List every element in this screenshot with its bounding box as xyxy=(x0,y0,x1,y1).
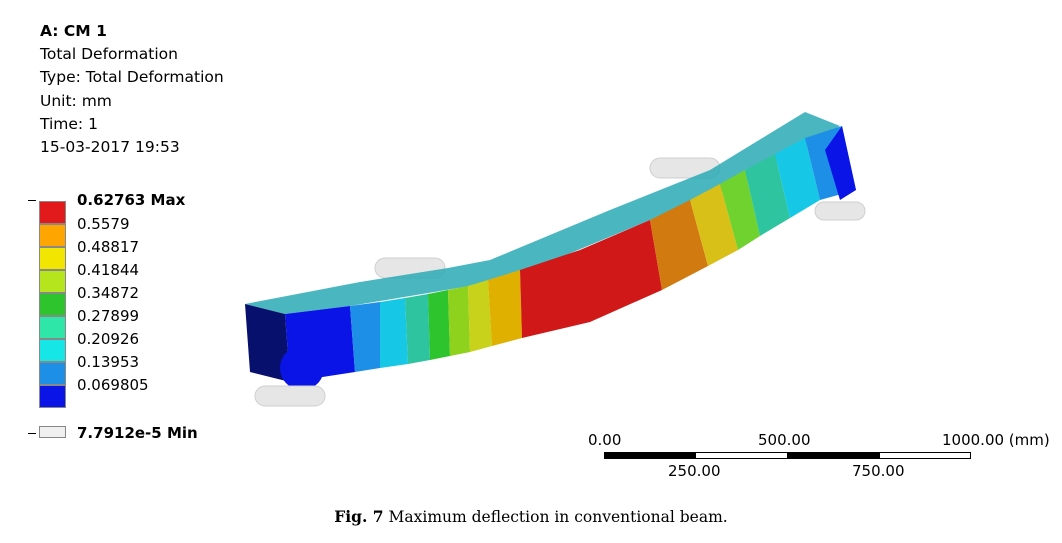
legend-max-label: 0.62763 Max xyxy=(77,191,186,209)
result-header: A: CM 1 Total Deformation Type: Total De… xyxy=(40,20,224,159)
legend-level-label: 0.34872 xyxy=(77,284,140,302)
legend-level-label: 0.069805 xyxy=(77,376,149,394)
beam-side-face xyxy=(285,126,856,382)
scale-label-bottom: 250.00 xyxy=(668,462,721,480)
scale-bar: 0.00 500.00 1000.00 (mm) 250.00 750.00 xyxy=(580,425,1060,485)
legend-min-label: 7.7912e-5 Min xyxy=(77,424,198,442)
figure-caption-text: Maximum deflection in conventional beam. xyxy=(383,508,728,526)
legend-max-tick xyxy=(28,200,36,201)
result-timestamp: 15-03-2017 19:53 xyxy=(40,138,180,157)
legend-swatch xyxy=(39,293,66,316)
legend-level-label: 0.20926 xyxy=(77,330,140,348)
legend-swatch xyxy=(39,426,66,438)
legend-level-label: 0.48817 xyxy=(77,238,140,256)
scale-label-top: 0.00 xyxy=(588,431,622,449)
result-time: Time: 1 xyxy=(40,114,98,133)
beam-end-face-right xyxy=(825,126,856,200)
legend-level-label: 0.27899 xyxy=(77,307,140,325)
legend-level-label: 0.41844 xyxy=(77,261,140,279)
legend-swatch xyxy=(39,316,66,339)
figure-number: Fig. 7 xyxy=(334,507,384,526)
support-roller-left-bottom xyxy=(254,385,326,407)
scale-label-top: 500.00 xyxy=(758,431,811,449)
legend-swatch xyxy=(39,247,66,270)
scale-segment xyxy=(604,452,696,459)
analysis-title: A: CM 1 xyxy=(40,22,107,40)
scale-segment xyxy=(695,452,788,459)
beam-model-view[interactable] xyxy=(230,90,880,420)
result-name: Total Deformation xyxy=(40,45,178,64)
legend-level-label: 0.5579 xyxy=(77,215,130,233)
legend-swatch xyxy=(39,339,66,362)
legend-swatch xyxy=(39,224,66,247)
legend-swatch xyxy=(39,270,66,293)
legend-swatch xyxy=(39,362,66,385)
figure-caption: Fig. 7 Maximum deflection in conventiona… xyxy=(0,507,1062,526)
legend-swatch xyxy=(39,385,66,408)
beam-top-face xyxy=(245,112,840,314)
scale-segment xyxy=(879,452,971,459)
scale-label-bottom: 750.00 xyxy=(852,462,905,480)
support-roller-right-bottom xyxy=(814,201,866,221)
scale-segment xyxy=(787,452,880,459)
legend-min-tick xyxy=(28,433,36,434)
scale-label-top: 1000.00 (mm) xyxy=(942,431,1050,449)
result-unit: Unit: mm xyxy=(40,91,112,110)
result-type: Type: Total Deformation xyxy=(40,68,224,87)
beam-end-face-left xyxy=(245,304,324,390)
legend-swatch xyxy=(39,201,66,224)
legend-level-label: 0.13953 xyxy=(77,353,140,371)
